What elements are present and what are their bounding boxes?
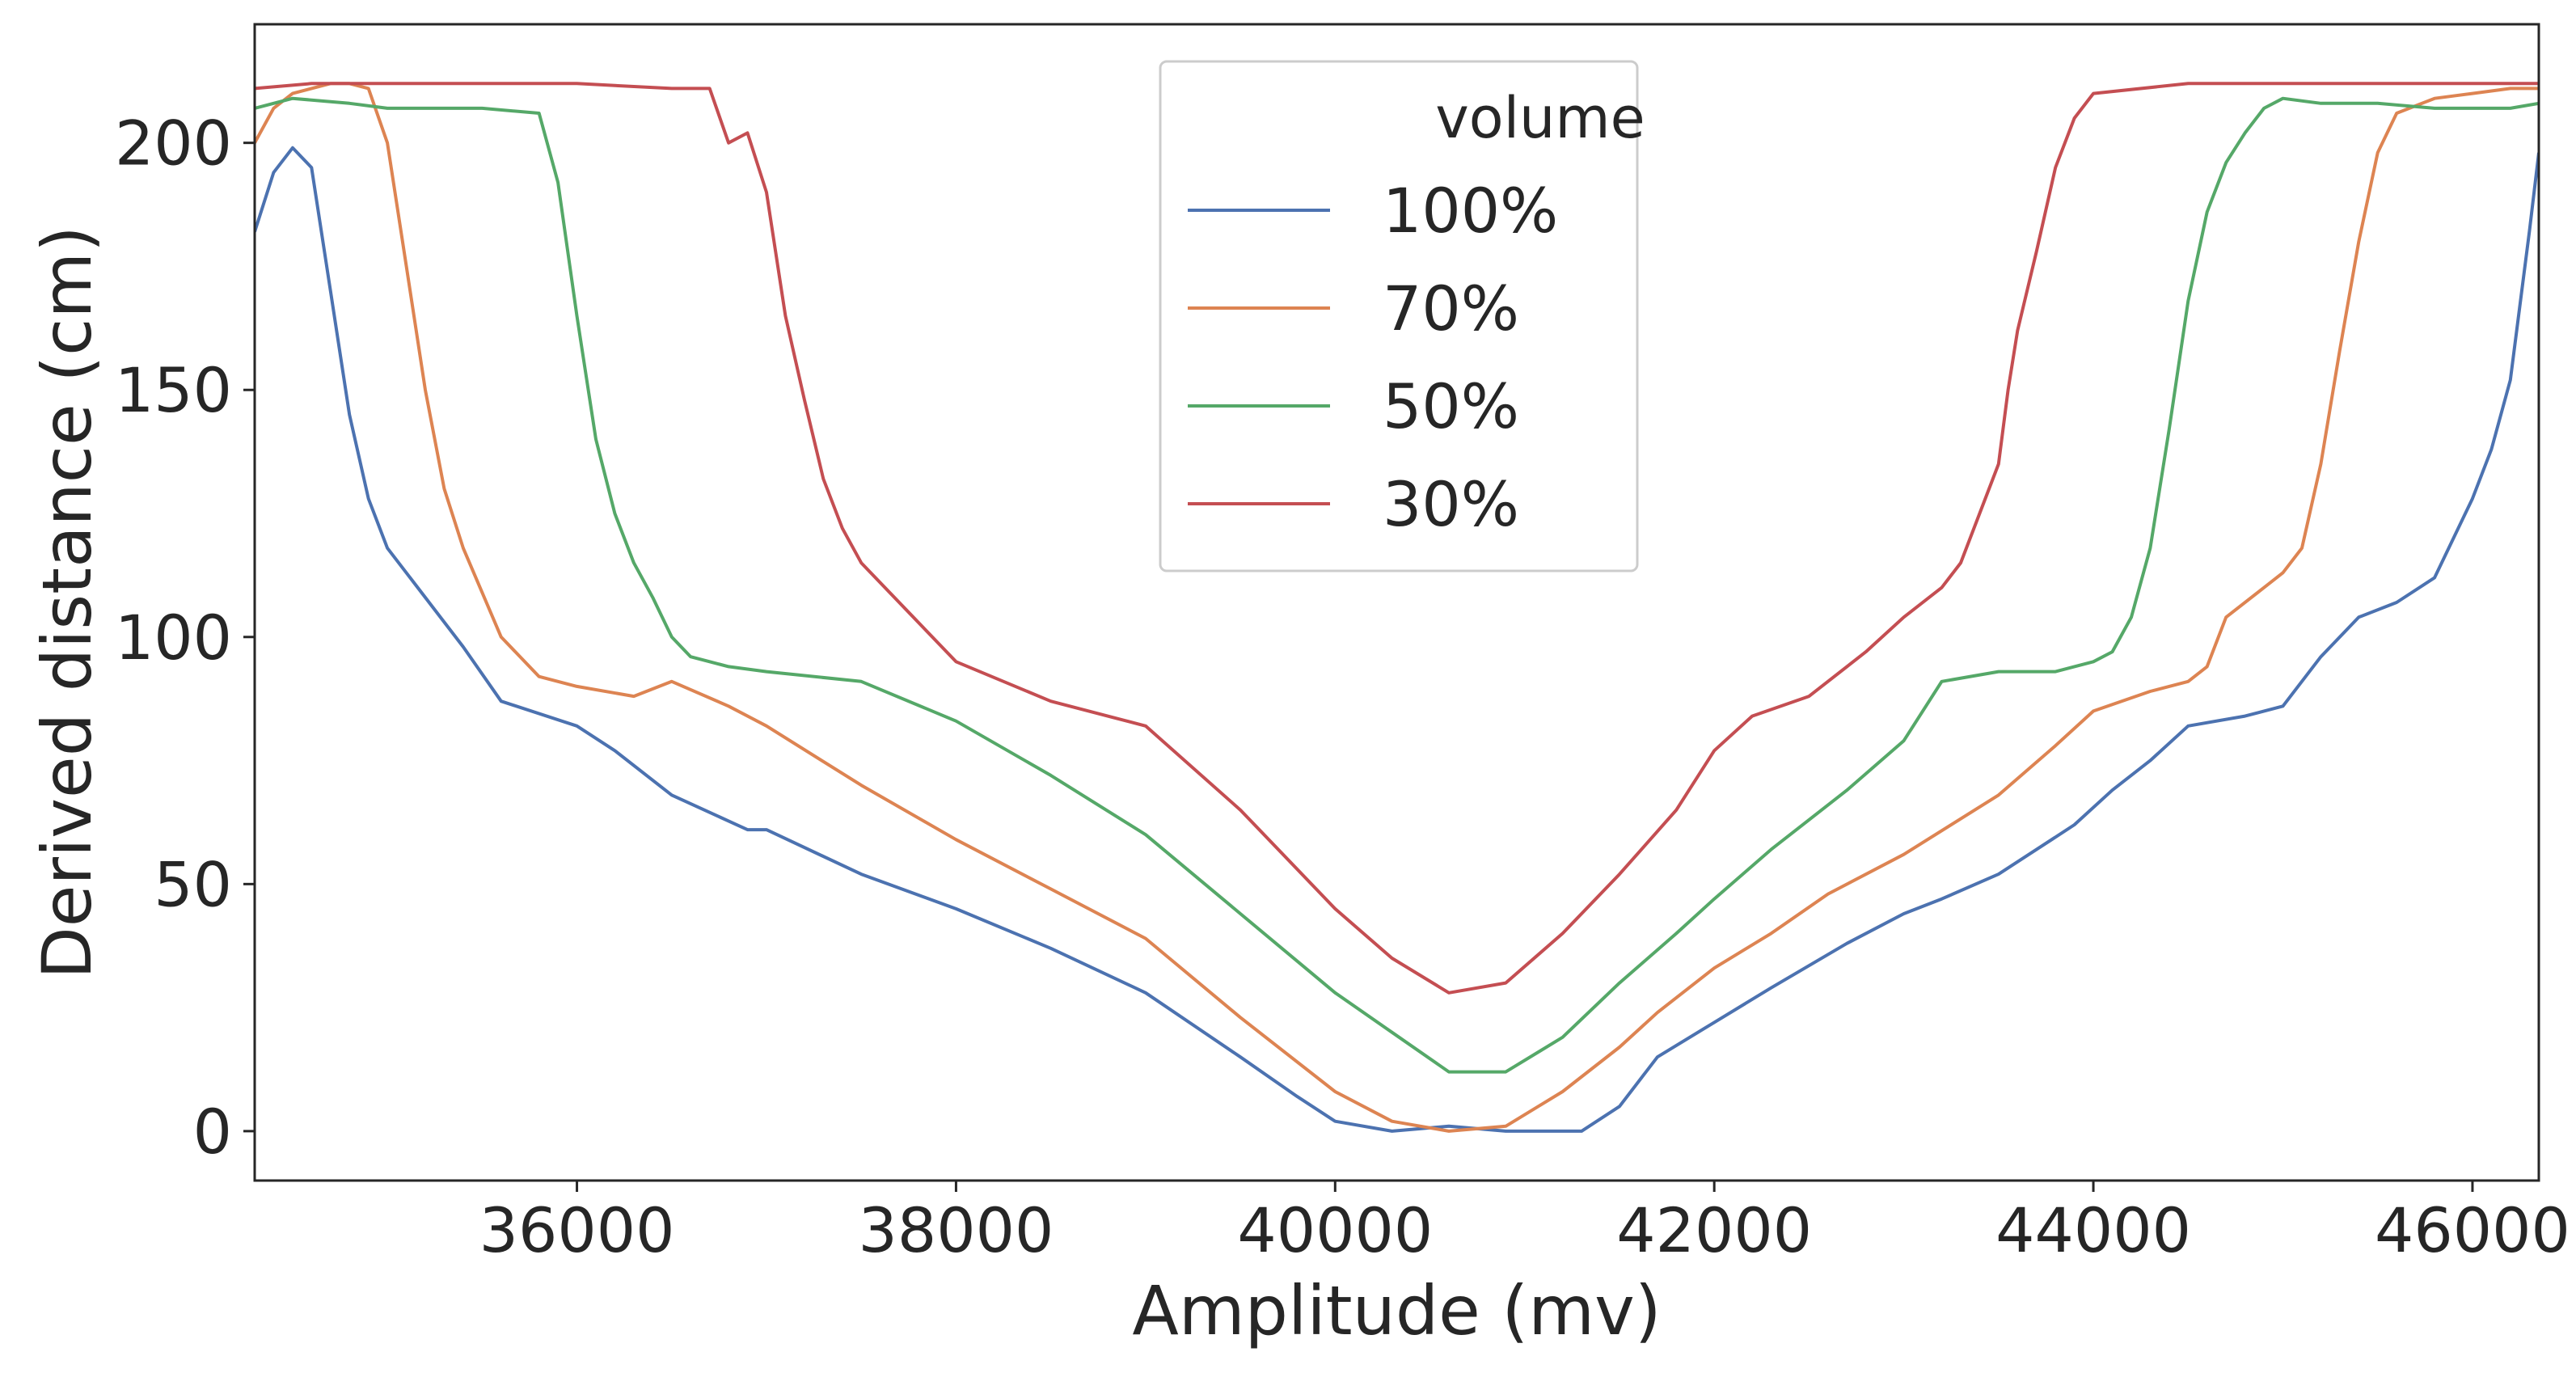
legend-label-0: 100% [1383,175,1558,247]
y-axis-label: Derived distance (cm) [27,226,107,979]
y-tick-label: 200 [115,108,232,180]
y-tick-label: 50 [154,848,232,920]
x-tick-label: 42000 [1616,1194,1812,1266]
legend-label-2: 50% [1383,370,1519,442]
x-tick-label: 46000 [2375,1194,2570,1266]
y-axis-ticks: 0 50 100 150 200 [115,108,255,1168]
legend-box [1159,60,1639,572]
series-line-3 [255,82,2539,995]
legend-items: 100% 70% 50% 30% [1188,175,1558,540]
x-tick-label: 38000 [859,1194,1054,1266]
x-axis-label: Amplitude (mv) [1132,1271,1661,1350]
series-line-1 [255,82,2539,1133]
series-line-2 [255,96,2539,1074]
legend: volume 100% 70% 50% 30% [1159,60,1645,572]
y-tick-label: 0 [193,1096,232,1168]
legend-label-3: 30% [1383,468,1519,540]
x-axis-ticks: 36000 38000 40000 42000 44000 46000 [479,1181,2570,1266]
y-tick-label: 100 [115,602,232,674]
plot-frame [253,23,2540,1182]
series-lines [255,82,2539,1133]
legend-label-1: 70% [1383,272,1519,344]
x-tick-label: 40000 [1237,1194,1433,1266]
y-tick-label: 150 [115,354,232,426]
x-tick-label: 44000 [1995,1194,2191,1266]
legend-title: volume [1435,85,1645,151]
x-tick-label: 36000 [479,1194,675,1266]
series-line-0 [255,146,2539,1133]
